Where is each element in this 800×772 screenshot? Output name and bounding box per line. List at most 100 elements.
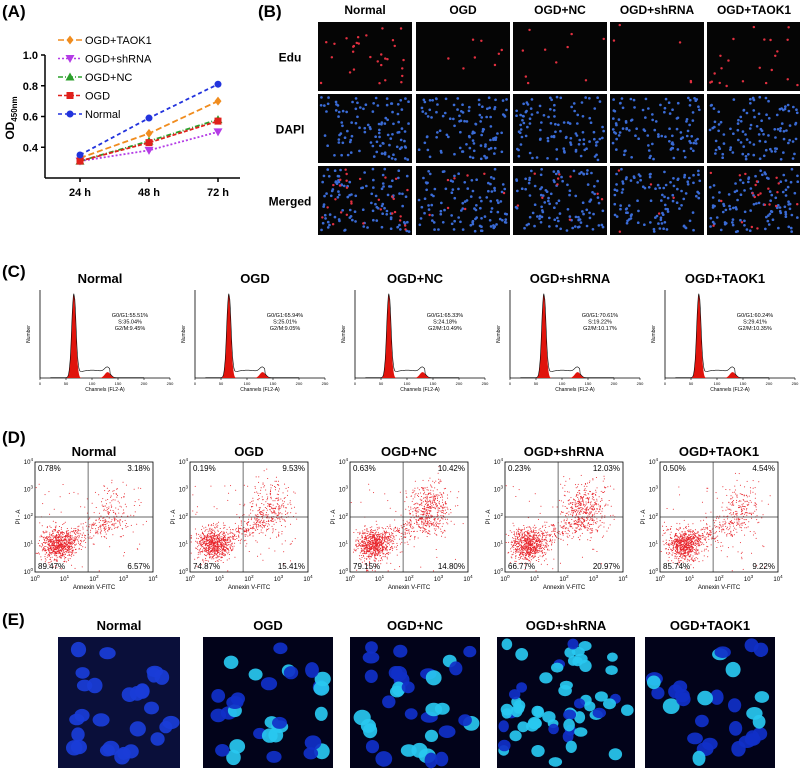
tick-exponent: 2: [566, 574, 569, 579]
point: [214, 80, 222, 88]
tick-exponent: 2: [500, 512, 503, 517]
panel-label: (B): [258, 2, 282, 21]
nucleus: [362, 651, 380, 664]
x-tick-label: 150: [740, 381, 747, 386]
nucleus: [646, 675, 661, 690]
y-tick-label: 1.0: [23, 50, 38, 62]
nucleus: [223, 655, 239, 669]
y-axis-label: PI - A: [16, 510, 22, 525]
x-tick-label: 101: [685, 574, 695, 583]
tick-base: 10: [148, 577, 155, 583]
x-tick-label: 102: [559, 574, 569, 583]
nucleus: [438, 725, 456, 738]
axes: [354, 290, 485, 379]
nucleus: [517, 721, 529, 733]
nucleus: [400, 744, 417, 757]
tick-exponent: 2: [96, 574, 99, 579]
tick-exponent: 0: [30, 567, 33, 572]
y-tick-label: 101: [179, 540, 189, 549]
tick-exponent: 1: [655, 540, 658, 545]
nucleus: [102, 740, 120, 756]
point: [76, 157, 84, 165]
tick-exponent: 4: [30, 457, 33, 462]
tick-exponent: 3: [655, 485, 658, 490]
micrograph: [513, 22, 607, 91]
tick-base: 10: [339, 460, 346, 466]
nucleus: [692, 750, 706, 766]
x-tick-label: 48 h: [138, 187, 160, 199]
x-tick-label: 100: [500, 574, 510, 583]
x-axis-label: Channels (FL2-A): [400, 387, 440, 393]
g1-peak: [60, 294, 124, 378]
cycle-stat: S:24.18%: [433, 320, 457, 326]
y-axis-label: Number: [341, 325, 347, 343]
tick-exponent: 2: [411, 574, 414, 579]
quadrant-pct: 0.78%: [38, 464, 61, 473]
legend-label: OGD+NC: [85, 72, 132, 84]
nucleus: [458, 714, 472, 727]
nucleus: [584, 701, 596, 712]
nucleus: [753, 642, 769, 657]
tick-base: 10: [494, 488, 501, 494]
nucleus: [434, 751, 449, 767]
x-tick-label: 104: [303, 574, 313, 583]
nucleus: [375, 751, 393, 767]
tick-base: 10: [649, 570, 656, 576]
row-label: DAPI: [276, 123, 305, 137]
point: [76, 151, 84, 159]
tick-base: 10: [494, 543, 501, 549]
quadrant-pct: 89.47%: [38, 562, 65, 571]
x-tick-label: 0: [509, 381, 512, 386]
tick-exponent: 3: [500, 485, 503, 490]
tick-base: 10: [24, 570, 31, 576]
tick-exponent: 2: [30, 512, 33, 517]
tick-base: 10: [339, 570, 346, 576]
x-tick-label: 104: [618, 574, 628, 583]
nucleus: [365, 740, 380, 754]
x-tick-label: 103: [744, 574, 754, 583]
tick-base: 10: [303, 577, 310, 583]
column-title: OGD+shRNA: [620, 3, 695, 17]
legend-label: OGD+shRNA: [85, 54, 152, 66]
nucleus: [75, 667, 90, 679]
histogram-outline: [365, 293, 459, 378]
x-tick-label: 101: [375, 574, 385, 583]
point: [214, 96, 222, 106]
g2-peak: [685, 372, 749, 378]
quadrant-pct: 74.87%: [193, 562, 220, 571]
nucleus: [607, 652, 618, 662]
nucleus: [509, 689, 521, 700]
g2-peak: [215, 372, 279, 378]
cells: [319, 96, 410, 161]
cells: [708, 95, 799, 161]
y-tick-label: 100: [649, 567, 659, 576]
tick-exponent: 3: [185, 485, 188, 490]
nucleus: [272, 716, 287, 729]
tick-base: 10: [339, 515, 346, 521]
g1-peak: [375, 294, 439, 378]
x-tick-label: 250: [482, 381, 489, 386]
nucleus: [360, 718, 376, 733]
cycle-stat: G0/G1:55.51%: [112, 313, 148, 319]
tick-exponent: 4: [345, 457, 348, 462]
nucleus: [695, 714, 709, 728]
x-tick-label: 50: [379, 381, 384, 386]
nucleus: [135, 683, 150, 699]
tick-base: 10: [60, 577, 67, 583]
quadrant-pct: 0.50%: [663, 464, 686, 473]
tick-exponent: 3: [751, 574, 754, 579]
nucleus: [516, 682, 527, 693]
tick-exponent: 1: [222, 574, 225, 579]
micrograph: [610, 22, 704, 91]
nucleus: [687, 732, 703, 745]
cycle-stat: G2/M:10.49%: [428, 326, 462, 332]
x-tick-label: 50: [64, 381, 69, 386]
nucleus: [565, 740, 577, 753]
column-title: OGD+TAOK1: [717, 3, 791, 17]
nucleus: [539, 672, 553, 684]
axes: [194, 290, 325, 379]
nucleus: [676, 692, 691, 707]
cells: [417, 96, 508, 161]
x-tick-label: 250: [792, 381, 799, 386]
nucleus: [266, 750, 282, 763]
